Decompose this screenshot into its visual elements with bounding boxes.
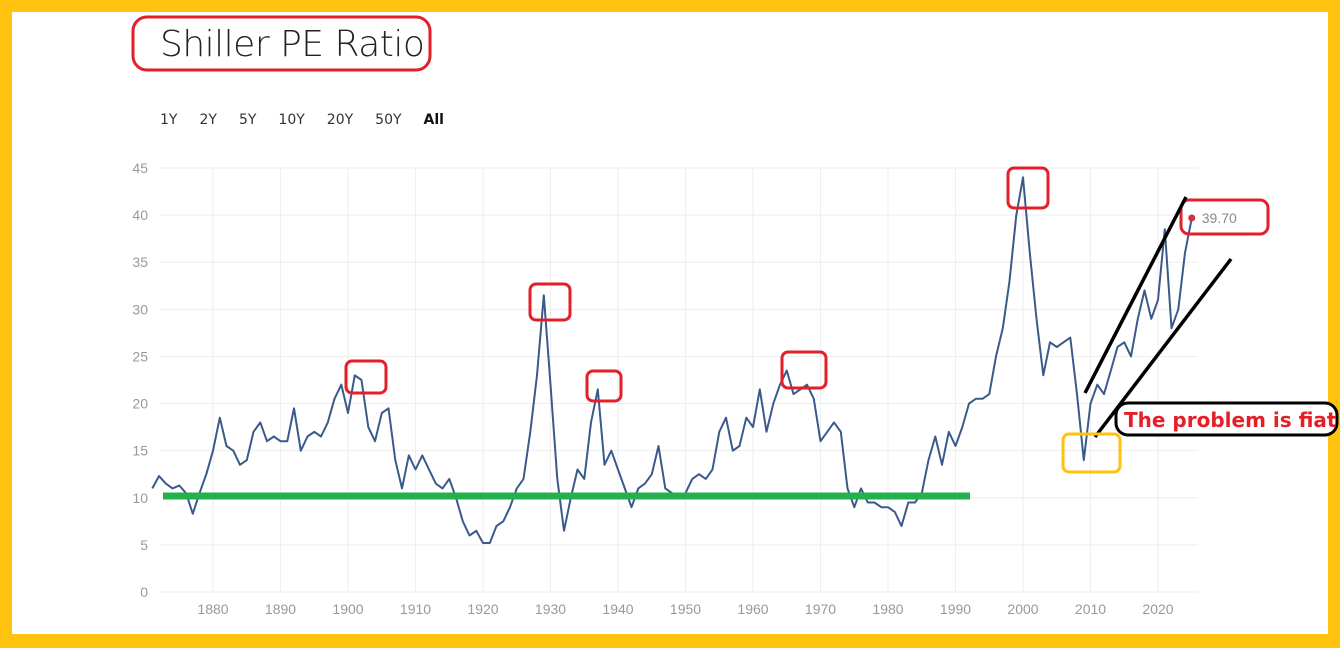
y-tick-label: 15	[132, 443, 148, 459]
dip-box-2009	[1061, 432, 1122, 474]
range-1y[interactable]: 1Y	[160, 112, 178, 128]
y-tick-label: 20	[132, 396, 148, 412]
x-axis-ticks: 1880 1890 1900 1910 1920 1930 1940 1950 1960 1970…	[197, 601, 1173, 617]
title-highlight-box	[131, 15, 432, 72]
y-tick-label: 10	[132, 490, 148, 506]
x-tick-label: 1890	[265, 601, 296, 617]
last-value-box	[1179, 198, 1270, 236]
x-tick-label: 2020	[1142, 601, 1173, 617]
range-20y[interactable]: 20Y	[326, 112, 354, 128]
y-tick-label: 0	[140, 584, 148, 600]
y-tick-label: 25	[132, 348, 148, 364]
x-tick-label: 2000	[1007, 601, 1038, 617]
y-tick-label: 5	[140, 537, 148, 553]
upper-trend-line	[1083, 196, 1188, 394]
y-axis-ticks: 0 5 10 15 20 25 30 35 40 45	[132, 160, 148, 600]
y-tick-label: 45	[132, 160, 148, 176]
x-tick-label: 1980	[872, 601, 903, 617]
x-tick-label: 1960	[737, 601, 768, 617]
x-tick-label: 1940	[602, 601, 633, 617]
x-tick-label: 1880	[197, 601, 228, 617]
peak-box-2000	[1006, 166, 1050, 210]
pe-ratio-line	[151, 176, 1193, 544]
range-10y[interactable]: 10Y	[278, 112, 305, 128]
y-tick-label: 30	[132, 301, 148, 317]
last-value-dot	[1188, 214, 1196, 222]
y-tick-label: 40	[132, 207, 148, 223]
x-tick-label: 1970	[805, 601, 836, 617]
range-all[interactable]: All	[423, 112, 444, 128]
chart-panel	[12, 12, 1328, 634]
annotation-text: The problem is fiat	[1124, 408, 1337, 432]
x-tick-label: 1910	[400, 601, 431, 617]
peak-box-1901	[344, 359, 388, 395]
x-tick-label: 1930	[535, 601, 566, 617]
y-tick-label: 35	[132, 254, 148, 270]
peak-box-1929	[528, 282, 572, 322]
x-tick-label: 1900	[332, 601, 363, 617]
x-tick-label: 1990	[940, 601, 971, 617]
annotation-box	[1114, 401, 1339, 437]
range-50y[interactable]: 50Y	[375, 112, 402, 128]
x-tick-label: 1920	[467, 601, 498, 617]
range-2y[interactable]: 2Y	[199, 112, 217, 128]
x-tick-label: 2010	[1075, 601, 1106, 617]
peak-box-1966	[780, 350, 828, 390]
last-value-label: 39.70	[1202, 210, 1237, 226]
range-selector: 1Y 2Y 5Y 10Y 20Y 50Y All	[160, 112, 466, 128]
range-5y[interactable]: 5Y	[238, 112, 257, 128]
x-tick-label: 1950	[670, 601, 701, 617]
peak-box-1937	[585, 369, 623, 403]
gridlines	[160, 167, 1198, 593]
page-title: Shiller PE Ratio	[160, 24, 425, 65]
